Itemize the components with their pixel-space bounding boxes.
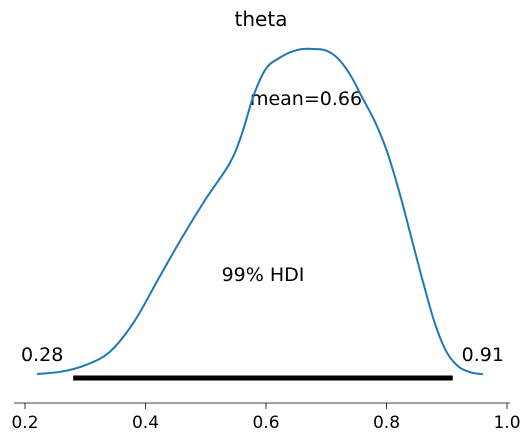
x-tick-label: 0.8 [373,413,400,433]
hdi-low-label: 0.28 [21,344,63,366]
mean-annotation: mean=0.66 [250,88,362,110]
hdi-high-label: 0.91 [462,344,504,366]
x-tick-label: 1.0 [493,413,520,433]
x-axis-ticks: 0.2 0.4 0.6 0.8 1.0 [11,403,521,433]
x-tick-label: 0.6 [252,413,279,433]
hdi-annotation: 99% HDI [222,264,305,286]
density-curve [36,47,484,376]
x-tick-label: 0.2 [11,413,38,433]
chart-title: theta [235,7,288,31]
x-tick-label: 0.4 [132,413,159,433]
